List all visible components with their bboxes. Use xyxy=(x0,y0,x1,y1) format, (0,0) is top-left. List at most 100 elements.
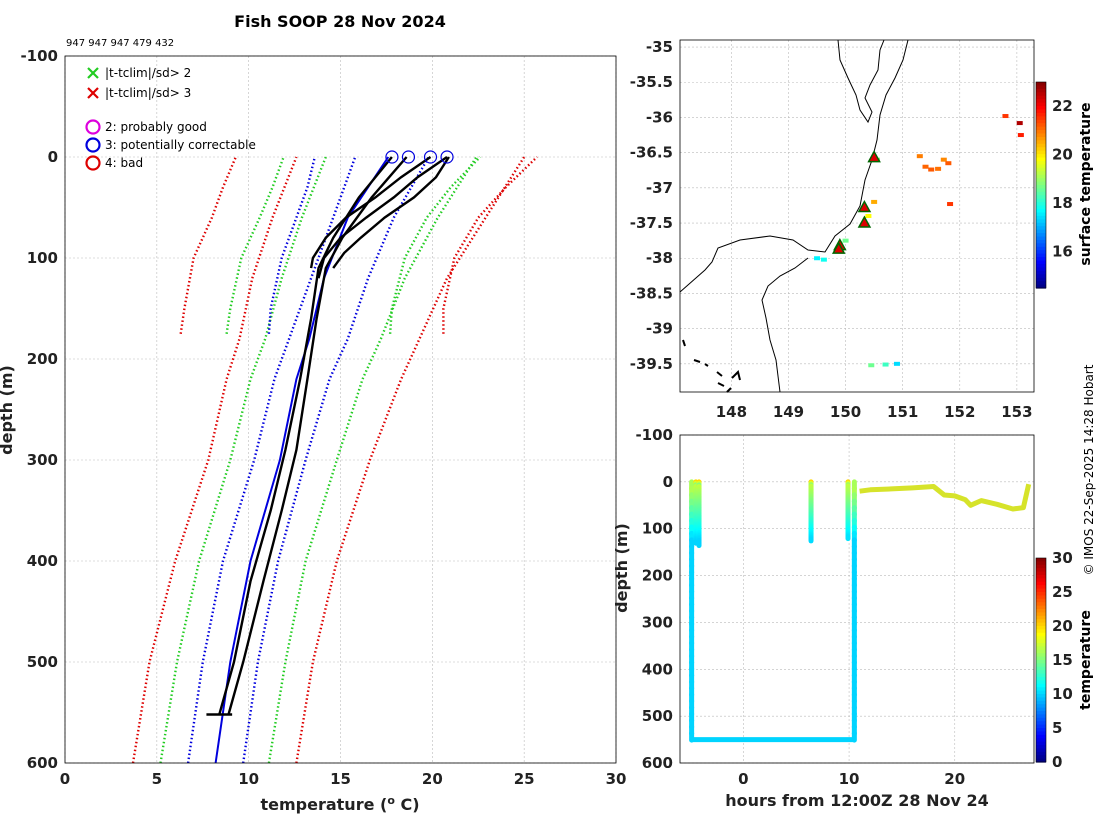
legend-label: |t-tclim|/sd> 2 xyxy=(105,66,191,80)
map-colorbar-segment xyxy=(1036,274,1046,279)
profile-series-obs-1 xyxy=(218,156,393,715)
map-colorbar-segment xyxy=(1036,205,1046,210)
map-colorbar-segment xyxy=(1036,260,1046,265)
section-colorbar-segment xyxy=(1036,755,1046,760)
profile-series-clim-b-red xyxy=(442,156,538,334)
map-station-marker xyxy=(857,199,872,213)
profile-xtick-label: 30 xyxy=(606,770,627,788)
section-colorbar-segment xyxy=(1036,656,1046,661)
map-colorbar-tick: 22 xyxy=(1052,97,1073,115)
section-colorbar-tick: 25 xyxy=(1052,583,1073,601)
map-colorbar-segment xyxy=(1036,99,1046,104)
legend-label: |t-tclim|/sd> 3 xyxy=(105,86,191,100)
map-ytick-label: -39 xyxy=(646,320,673,338)
profile-series-clim-1sd-right xyxy=(242,156,430,764)
section-colorbar-segment xyxy=(1036,564,1046,569)
map-sst-point xyxy=(820,257,827,262)
profile-ytick-label: 200 xyxy=(27,350,58,368)
section-axes-frame xyxy=(679,434,1035,764)
map-colorbar-segment xyxy=(1036,171,1046,176)
section-colorbar-tick: 0 xyxy=(1052,753,1062,771)
section-colorbar-segment xyxy=(1036,717,1046,722)
map-axes-frame xyxy=(679,39,1035,393)
section-ytick-label: 100 xyxy=(642,520,673,538)
section-colorbar-segment xyxy=(1036,568,1046,573)
map-sst-point xyxy=(871,199,878,204)
map-sst-point xyxy=(893,361,900,366)
section-colorbar-label: temperature xyxy=(1078,610,1094,710)
map-colorbar-segment xyxy=(1036,281,1046,286)
map-sst-point xyxy=(922,164,929,169)
map-colorbar-segment xyxy=(1036,174,1046,179)
map-ytick-label: -36 xyxy=(646,108,673,126)
section-colorbar-segment xyxy=(1036,595,1046,600)
section-colorbar-segment xyxy=(1036,581,1046,586)
map-colorbar-frame xyxy=(1035,81,1047,289)
section-colorbar-segment xyxy=(1036,670,1046,675)
profile-surface-marker xyxy=(423,150,438,164)
section-colorbar-tick: 20 xyxy=(1052,617,1073,635)
map-ytick-label: -37.5 xyxy=(630,214,673,232)
section-colorbar-segment xyxy=(1036,734,1046,739)
legend-circle-marker xyxy=(85,137,101,153)
map-colorbar-segment xyxy=(1036,236,1046,241)
section-colorbar-segment xyxy=(1036,592,1046,596)
map-sst-point xyxy=(1016,121,1023,126)
section-ytick-label: -100 xyxy=(635,426,673,444)
section-colorbar-segment xyxy=(1036,741,1046,746)
map-ytick-label: -39.5 xyxy=(630,355,673,373)
map-colorbar-segment xyxy=(1036,219,1046,224)
section-colorbar-segment xyxy=(1036,724,1046,729)
section-xtick-label: 10 xyxy=(839,770,860,788)
section-colorbar-segment xyxy=(1036,680,1046,685)
profile-legend: |t-tclim|/sd> 2 |t-tclim|/sd> 3 2: probabl… xyxy=(85,66,256,171)
map-ytick-label: -35 xyxy=(646,38,673,56)
map-colorbar-segment xyxy=(1036,181,1046,186)
section-colorbar-segment xyxy=(1036,677,1046,681)
section-colorbar-segment xyxy=(1036,629,1046,634)
section-colorbar-segment xyxy=(1036,646,1046,651)
section-colorbar-segment xyxy=(1036,626,1046,630)
legend-label: 2: probably good xyxy=(105,120,207,134)
profile-xtick-label: 25 xyxy=(514,770,535,788)
legend-circle-marker xyxy=(85,155,101,171)
section-colorbar-frame xyxy=(1035,557,1047,763)
figure-subtitle: 947 947 947 479 432 xyxy=(66,38,174,49)
profile-surface-marker xyxy=(385,150,399,164)
map-colorbar-segment xyxy=(1036,164,1046,169)
map-colorbar-segment xyxy=(1036,239,1046,244)
profile-xlabel: temperature (o C) xyxy=(260,794,419,814)
map-colorbar-segment xyxy=(1036,195,1046,200)
profile-ytick-label: -100 xyxy=(20,47,58,65)
map-sst-point xyxy=(1017,133,1024,138)
map-xtick-label: 153 xyxy=(1001,403,1032,421)
profile-series-obs-3 xyxy=(309,156,432,269)
map-colorbar-segment xyxy=(1036,157,1046,162)
map-colorbar-segment xyxy=(1036,243,1046,248)
map-colorbar-segment xyxy=(1036,215,1046,220)
map-colorbar-segment xyxy=(1036,178,1046,183)
section-surface-track xyxy=(859,483,1032,512)
map-colorbar-segment xyxy=(1036,202,1046,207)
profile-series-clim-2sd-left xyxy=(159,156,327,764)
section-colorbar-segment xyxy=(1036,622,1046,627)
map-sst-point xyxy=(882,362,889,367)
map-xtick-label: 150 xyxy=(830,403,861,421)
profile-xtick-label: 20 xyxy=(422,770,443,788)
map-sst-point xyxy=(842,238,849,243)
map-xtick-label: 148 xyxy=(716,403,747,421)
section-ytick-label: 600 xyxy=(642,754,673,772)
section-colorbar-segment xyxy=(1036,700,1046,705)
section-colorbar-tick: 5 xyxy=(1052,719,1062,737)
map-colorbar-segment xyxy=(1036,212,1046,217)
section-colorbar-segment xyxy=(1036,639,1046,644)
section-colorbar-segment xyxy=(1036,690,1046,695)
map-colorbar-tick: 18 xyxy=(1052,194,1073,212)
section-colorbar-segment xyxy=(1036,619,1046,624)
section-colorbar-tick: 15 xyxy=(1052,651,1073,669)
section-colorbar-segment xyxy=(1036,602,1046,607)
profile-series-obs-2 xyxy=(227,156,408,715)
map-xtick-label: 151 xyxy=(887,403,918,421)
section-colorbar-segment xyxy=(1036,561,1046,566)
